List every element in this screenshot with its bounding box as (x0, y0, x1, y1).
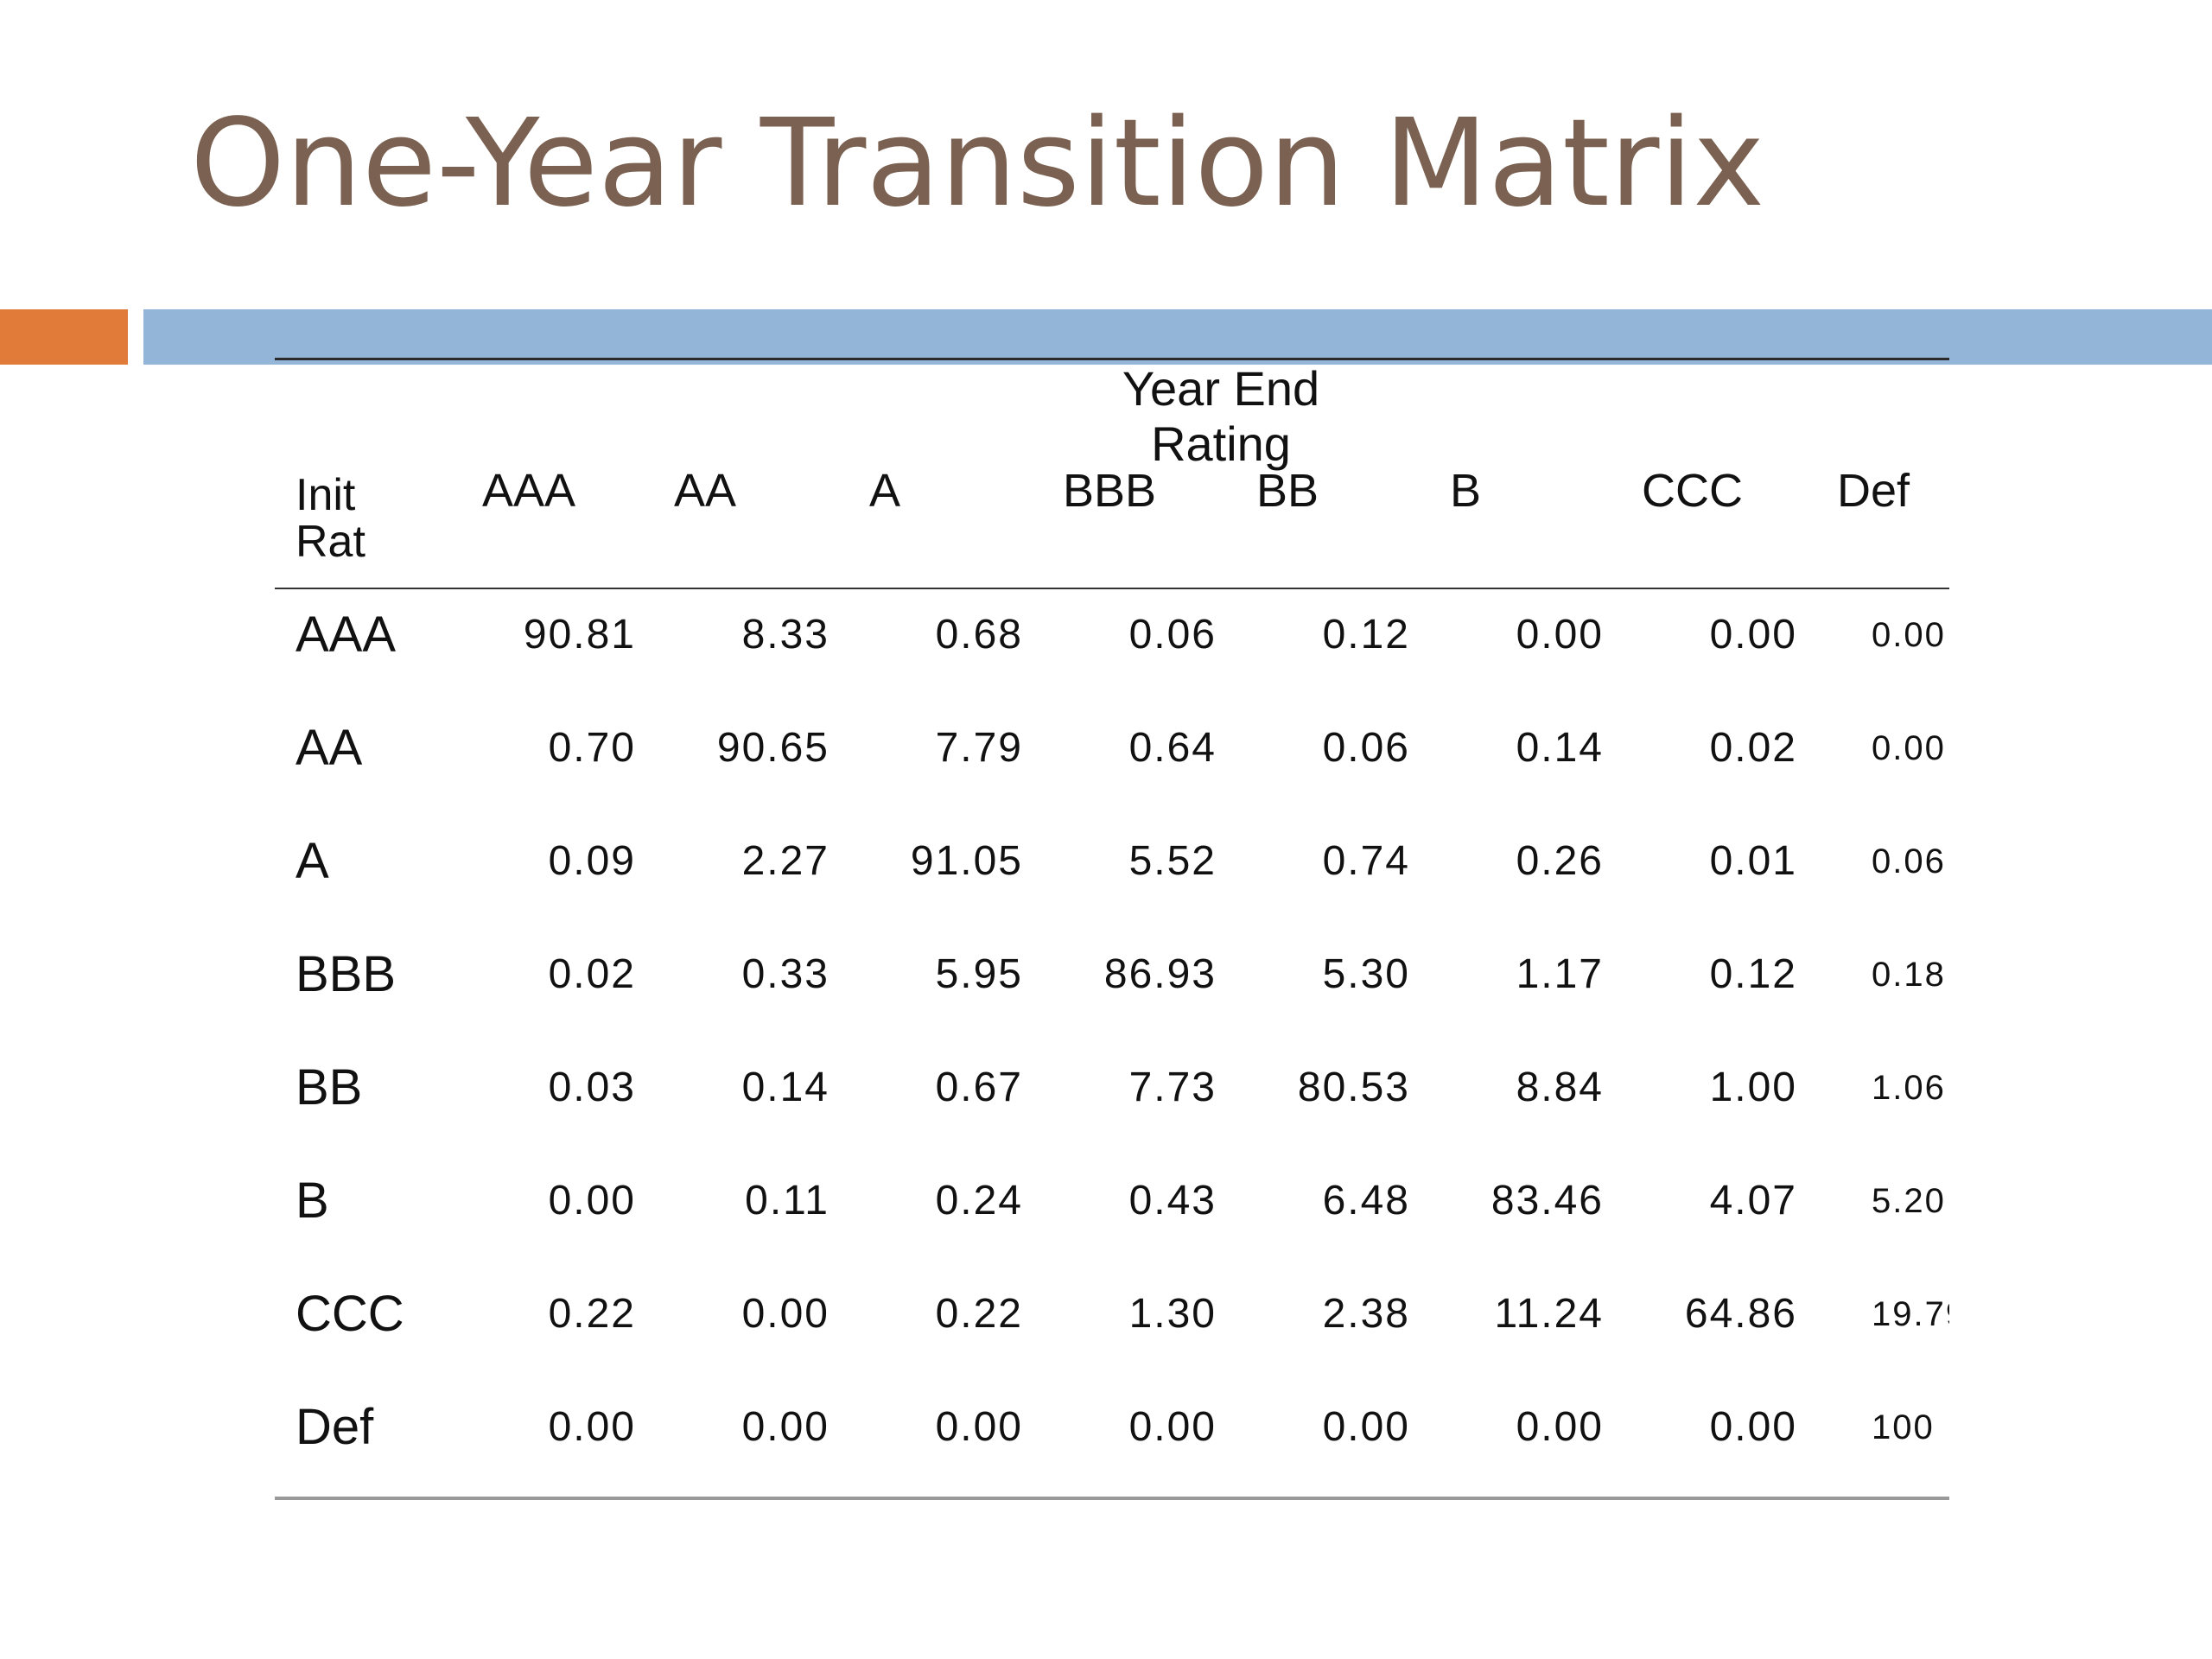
table-cell: 0.00 (1872, 616, 1946, 654)
table-cell: 1.30 (1128, 1291, 1217, 1337)
table-cell: 90.81 (523, 612, 636, 658)
row-label: AAA (296, 607, 397, 663)
row-label: CCC (296, 1286, 404, 1342)
table-cell: 0.02 (1709, 725, 1797, 771)
table-cell: 0.14 (741, 1065, 830, 1110)
table-cell: 0.26 (1516, 838, 1604, 884)
column-header-def: Def (1837, 465, 1910, 517)
table-cell: 91.05 (910, 838, 1023, 884)
table-cell: 0.12 (1709, 951, 1797, 997)
table-cell: 0.06 (1872, 842, 1946, 880)
table-cell: 5.30 (1322, 951, 1410, 997)
table-cell: 5.95 (935, 951, 1023, 997)
table-cell: 2.38 (1322, 1291, 1410, 1337)
row-header-label: Init Rat (296, 470, 365, 567)
accent-bar-orange (0, 309, 128, 365)
table-cell: 6.48 (1322, 1178, 1410, 1224)
table-cell: 0.09 (548, 838, 636, 884)
table-cell: 11.24 (1494, 1291, 1604, 1337)
table-cell: 0.00 (741, 1404, 830, 1450)
table-cell: 19.79 (1872, 1295, 1949, 1333)
column-header-ccc: CCC (1642, 465, 1743, 517)
slide-title: One-Year Transition Matrix (190, 93, 1765, 234)
table-cell: 86.93 (1103, 951, 1217, 997)
table-cell: 1.17 (1516, 951, 1604, 997)
table-cell: 0.00 (1128, 1404, 1217, 1450)
table-cell: 0.00 (1709, 1404, 1797, 1450)
table-cell: 0.00 (1516, 1404, 1604, 1450)
table-bottom-rule (275, 1497, 1949, 1500)
table-cell: 64.86 (1684, 1291, 1797, 1337)
row-label: BBB (296, 946, 397, 1002)
row-label: Def (296, 1399, 374, 1455)
table-cell: 0.14 (1516, 725, 1604, 771)
table-cell: 80.53 (1297, 1065, 1410, 1110)
row-label: A (296, 833, 329, 889)
table-cell: 0.12 (1322, 612, 1410, 658)
table-cell: 0.00 (1322, 1404, 1410, 1450)
table-row: Def 0.00 0.00 0.00 0.00 0.00 0.00 0.00 100 (275, 1389, 1949, 1475)
table-cell: 0.18 (1872, 956, 1946, 994)
column-header-aaa: AAA (482, 465, 576, 517)
table-cell: 0.03 (548, 1065, 636, 1110)
column-header-b: B (1450, 465, 1482, 517)
table-cell: 0.00 (548, 1404, 636, 1450)
row-label: AA (296, 720, 363, 776)
column-header-aa: AA (674, 465, 737, 517)
table-cell: 7.79 (935, 725, 1023, 771)
table-cell: 0.00 (1872, 729, 1946, 767)
table-cell: 0.67 (935, 1065, 1023, 1110)
table-cell: 0.43 (1128, 1178, 1217, 1224)
table-row: BBB 0.02 0.33 5.95 86.93 5.30 1.17 0.12 0.18 (275, 936, 1949, 1022)
table-cell: 0.06 (1322, 725, 1410, 771)
accent-bar-blue (143, 309, 2212, 365)
table-cell: 90.65 (716, 725, 830, 771)
column-header-a: A (869, 465, 901, 517)
table-cell: 0.22 (935, 1291, 1023, 1337)
table-cell: 0.11 (745, 1178, 830, 1224)
table-top-rule (275, 358, 1949, 360)
table-row: BB 0.03 0.14 0.67 7.73 80.53 8.84 1.00 1.06 (275, 1049, 1949, 1135)
table-cell: 0.01 (1709, 838, 1797, 884)
table-cell: 0.70 (548, 725, 636, 771)
table-cell: 100 (1872, 1408, 1935, 1446)
table-cell: 2.27 (741, 838, 830, 884)
table-cell: 0.00 (741, 1291, 830, 1337)
table-cell: 0.00 (1516, 612, 1604, 658)
table-row: A 0.09 2.27 91.05 5.52 0.74 0.26 0.01 0.06 (275, 823, 1949, 909)
table-cell: 5.20 (1872, 1182, 1946, 1220)
row-label: BB (296, 1059, 363, 1116)
table-cell: 7.73 (1128, 1065, 1217, 1110)
table-cell: 4.07 (1709, 1178, 1797, 1224)
table-header-rule (275, 588, 1949, 589)
row-label: B (296, 1173, 329, 1229)
column-header-bbb: BBB (1063, 465, 1157, 517)
table-cell: 0.00 (1709, 612, 1797, 658)
table-cell: 0.06 (1128, 612, 1217, 658)
table-cell: 0.00 (548, 1178, 636, 1224)
table-cell: 0.74 (1322, 838, 1410, 884)
table-cell: 1.06 (1872, 1069, 1946, 1107)
table-cell: 0.00 (935, 1404, 1023, 1450)
table-row: CCC 0.22 0.00 0.22 1.30 2.38 11.24 64.86 19.79 (275, 1275, 1949, 1362)
table-row: AA 0.70 90.65 7.79 0.64 0.06 0.14 0.02 0.00 (275, 709, 1949, 796)
column-header-bb: BB (1256, 465, 1319, 517)
table-cell: 8.84 (1516, 1065, 1604, 1110)
table-row: AAA 90.81 8.33 0.68 0.06 0.12 0.00 0.00 0.00 (275, 596, 1949, 683)
table-row: B 0.00 0.11 0.24 0.43 6.48 83.46 4.07 5.20 (275, 1162, 1949, 1249)
transition-matrix-table: Year End Rating Init Rat AAA AA A BBB BB B CCC… (275, 354, 1949, 1503)
table-cell: 0.64 (1128, 725, 1217, 771)
table-cell: 1.00 (1709, 1065, 1797, 1110)
group-header: Year End Rating (1122, 361, 1320, 471)
table-cell: 0.33 (741, 951, 830, 997)
table-cell: 8.33 (741, 612, 830, 658)
table-cell: 0.68 (935, 612, 1023, 658)
table-cell: 0.24 (935, 1178, 1023, 1224)
table-cell: 0.22 (548, 1291, 636, 1337)
table-cell: 0.02 (548, 951, 636, 997)
table-cell: 83.46 (1491, 1178, 1604, 1224)
table-cell: 5.52 (1128, 838, 1217, 884)
